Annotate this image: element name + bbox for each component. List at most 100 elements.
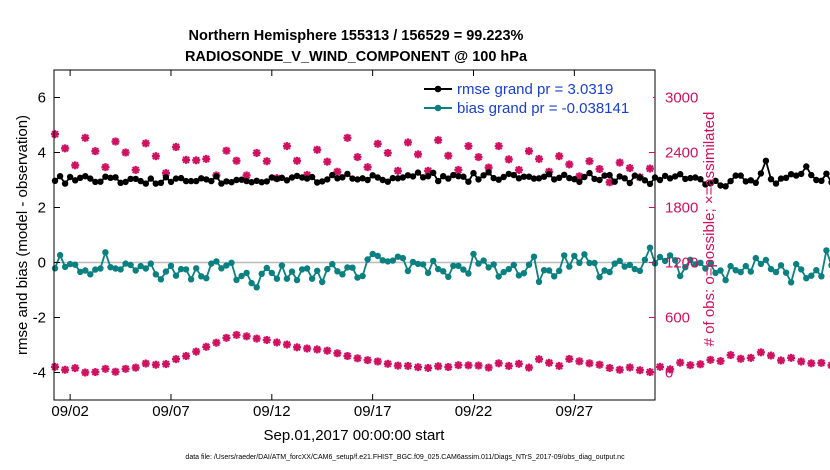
obs-assimilated-stroke (636, 366, 644, 374)
bias-point (228, 259, 235, 266)
bias-point (263, 264, 270, 272)
obs-assimilated-point (535, 355, 544, 364)
bias-point (339, 271, 346, 278)
obs-assimilated-stroke (273, 338, 281, 347)
rmse-point (742, 178, 749, 185)
rmse-point (656, 176, 664, 184)
obs-possible-point (565, 160, 574, 169)
obs-possible-stroke (71, 161, 79, 170)
obs-assimilated-stroke (192, 347, 200, 356)
obs-possible-stroke (464, 142, 473, 150)
bias-point (107, 264, 114, 271)
obs-assimilated-stroke (595, 361, 604, 369)
bias-point (182, 266, 190, 273)
bias-point (752, 254, 759, 262)
obs-assimilated-point (595, 360, 604, 369)
bias-point (87, 271, 94, 278)
y-tick-label-right: 0 (665, 365, 673, 382)
obs-possible-stroke (353, 153, 362, 161)
bias-point (601, 267, 608, 274)
y-tick-label-left: -2 (33, 310, 46, 327)
obs-assimilated-point (303, 344, 312, 353)
obs-assimilated-point (514, 359, 523, 368)
obs-possible-stroke (646, 164, 654, 173)
obs-assimilated-stroke (827, 361, 830, 366)
bias-point (561, 252, 568, 259)
obs-assimilated-stroke (111, 368, 120, 376)
rmse-point (500, 173, 507, 181)
bias-point (782, 269, 790, 276)
rmse-point (92, 178, 99, 186)
obs-assimilated-point (252, 334, 261, 343)
rmse-point (288, 174, 296, 181)
rmse-point (732, 172, 739, 179)
rmse-point (223, 178, 230, 185)
obs-assimilated-point (706, 355, 715, 364)
rmse-point (596, 176, 603, 184)
rmse-point (203, 176, 210, 183)
obs-assimilated-point (424, 363, 433, 372)
obs-assimilated-point (545, 358, 554, 367)
obs-possible-point (282, 142, 291, 151)
bias-point (672, 257, 679, 264)
bias-point (248, 279, 255, 287)
obs-possible-stroke (222, 146, 231, 155)
bias-point (218, 265, 225, 272)
obs-assimilated-stroke (464, 361, 473, 370)
obs-assimilated-stroke (767, 351, 775, 360)
obs-assimilated-point (111, 367, 120, 376)
obs-assimilated-stroke (817, 359, 826, 367)
bias-point (465, 270, 472, 277)
bias-point (455, 262, 462, 269)
bias-point (621, 263, 628, 270)
bias-point (142, 265, 149, 272)
obs-assimilated-point (151, 360, 160, 369)
obs-assimilated-point (524, 363, 533, 372)
bias-point (545, 267, 553, 274)
rmse-point (641, 177, 649, 184)
bias-point (187, 276, 195, 283)
bias-point (687, 256, 694, 263)
rmse-point (56, 173, 64, 180)
obs-possible-point (434, 136, 443, 145)
rmse-point (122, 178, 129, 186)
obs-assimilated-stroke (414, 363, 422, 371)
rmse-point (248, 179, 255, 186)
rmse-point (394, 175, 402, 182)
bias-point (152, 271, 159, 278)
bias-point (389, 257, 396, 264)
rmse-point (540, 173, 548, 180)
bias-point (414, 260, 422, 268)
obs-assimilated-point (666, 365, 675, 374)
obs-possible-stroke (384, 149, 392, 157)
obs-possible-point (535, 154, 544, 163)
obs-possible-point (444, 151, 453, 160)
rmse-point (606, 171, 613, 179)
obs-possible-point (192, 156, 201, 165)
obs-assimilated-stroke (121, 365, 130, 373)
rmse-point (137, 177, 144, 185)
obs-assimilated-point (212, 338, 221, 347)
bias-point (243, 269, 250, 277)
rmse-point (298, 174, 306, 181)
rmse-point (278, 174, 286, 181)
obs-possible-stroke (142, 139, 150, 148)
obs-possible-stroke (363, 163, 372, 171)
obs-possible-point (414, 150, 423, 159)
obs-possible-point (293, 156, 302, 165)
rmse-point (762, 157, 770, 164)
rmse-point (182, 177, 190, 185)
obs-possible-point (202, 154, 211, 163)
rmse-point (218, 180, 225, 187)
bias-point (520, 270, 528, 277)
bias-point (661, 257, 669, 265)
obs-assimilated-point (494, 359, 503, 368)
obs-possible-stroke (152, 152, 160, 160)
rmse-point (480, 172, 487, 179)
obs-assimilated-stroke (222, 334, 231, 342)
obs-assimilated-stroke (585, 359, 594, 368)
obs-possible-stroke (555, 152, 563, 160)
obs-possible-point (645, 164, 654, 173)
bias-point (394, 253, 402, 260)
